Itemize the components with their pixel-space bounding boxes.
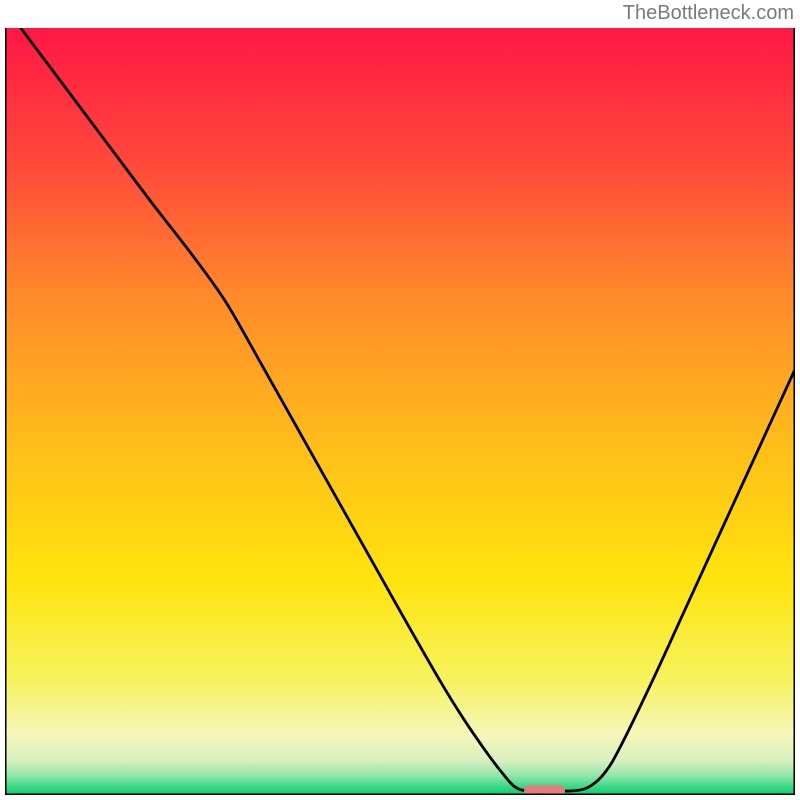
- attribution-label: TheBottleneck.com: [623, 2, 794, 25]
- plot-svg: [5, 28, 795, 795]
- plot-area: [5, 28, 795, 795]
- chart-container: TheBottleneck.com: [0, 0, 800, 800]
- gradient-background: [5, 28, 795, 795]
